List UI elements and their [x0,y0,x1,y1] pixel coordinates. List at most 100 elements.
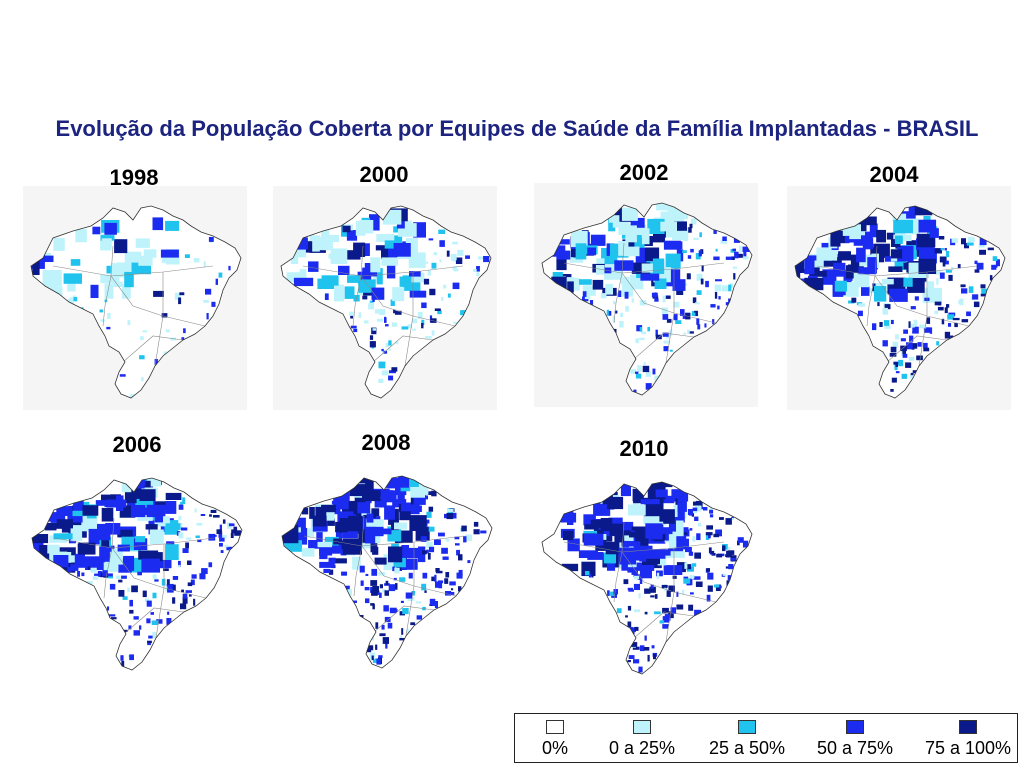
state-border [621,272,717,324]
municipality-cell [683,332,686,335]
state-border [122,335,184,363]
municipality-cell [389,246,397,263]
municipality-cell [612,315,615,323]
municipality-cell [929,228,939,238]
municipality-cell [696,273,703,281]
municipality-cell [185,542,189,549]
municipality-cell [701,265,704,272]
municipality-cell [187,560,192,565]
municipality-cell [630,369,636,374]
year-label-2008: 2008 [361,430,411,455]
municipality-cell [428,506,434,512]
state-border [110,275,206,327]
municipality-cell [647,654,650,662]
municipality-cell [73,500,84,514]
municipality-cell [609,523,624,536]
municipality-cell [669,349,673,352]
municipality-cell [399,577,406,582]
municipality-cell [360,580,364,586]
municipality-cell [480,530,487,534]
municipality-cell [178,504,184,510]
municipality-cell [713,256,720,261]
municipality-cell [694,552,701,559]
municipality-cell [717,305,720,310]
municipality-cell [328,569,334,575]
municipality-cell [589,300,594,305]
municipality-cell [710,550,715,554]
municipality-cell [438,229,446,234]
municipality-cell [643,362,646,365]
municipality-cell [420,536,427,542]
municipality-cell [381,257,398,266]
municipality-cell [650,584,654,589]
municipality-cell [388,340,392,346]
municipality-cell [100,274,120,283]
municipality-cell [668,611,674,619]
municipality-cell [445,591,452,596]
municipality-cell [695,253,701,260]
municipality-cell [152,592,157,599]
municipality-cell [366,645,374,651]
municipality-cell [562,530,574,541]
municipality-cell [944,260,949,265]
municipality-cell [69,297,73,302]
municipality-cell [662,607,669,614]
municipality-cell [692,536,696,542]
municipality-cell [473,521,479,527]
municipality-cell [595,265,605,275]
municipality-cell [121,284,131,299]
municipality-cell [378,361,386,369]
municipality-cell [632,488,644,502]
municipality-cells [795,206,1000,392]
municipality-cell [124,271,134,288]
municipality-cell [388,375,394,381]
country-border [541,481,753,675]
municipality-cell [233,526,238,532]
municipality-cell [174,292,181,300]
municipality-cell [200,514,206,516]
municipality-cell [180,603,187,610]
municipality-cell [333,538,343,545]
municipality-cell [448,592,455,595]
municipality-cell [70,525,83,541]
municipality-cell [208,562,213,568]
municipality-cell [56,506,73,516]
municipality-cell [165,329,170,333]
municipality-cell [889,288,908,302]
municipality-cell [197,539,202,543]
municipality-cell [222,535,227,539]
municipality-cell [107,606,110,611]
municipality-cell [296,237,308,250]
municipality-cell [666,590,671,597]
municipality-cell [627,605,632,611]
municipality-cell [124,490,137,504]
municipality-cell [435,568,440,572]
municipality-cell [182,593,188,599]
municipality-cell [693,501,697,506]
municipality-cell [364,263,372,272]
municipality-cell [958,300,963,304]
municipality-cell [372,586,379,593]
state-border [886,335,948,363]
municipality-cell [663,346,669,352]
municipality-cell [582,285,596,296]
municipality-cell [635,373,642,379]
municipality-cell [892,341,899,348]
municipality-cell [81,572,85,577]
municipality-cell [104,222,117,235]
municipality-cell [628,655,635,659]
municipality-cell [413,495,426,505]
municipality-cell [386,263,396,279]
municipality-cell [129,599,133,607]
municipality-cell [625,615,628,618]
municipality-cell [137,513,153,521]
municipality-cell [384,590,389,596]
municipality-cell [621,207,638,221]
municipality-cell [437,580,444,584]
municipality-cell [378,378,384,383]
municipality-cell [619,521,634,534]
legend-label: 50 a 75% [816,738,894,758]
municipality-cell [893,219,913,234]
municipality-cell [980,293,987,297]
municipality-cell [631,262,651,274]
